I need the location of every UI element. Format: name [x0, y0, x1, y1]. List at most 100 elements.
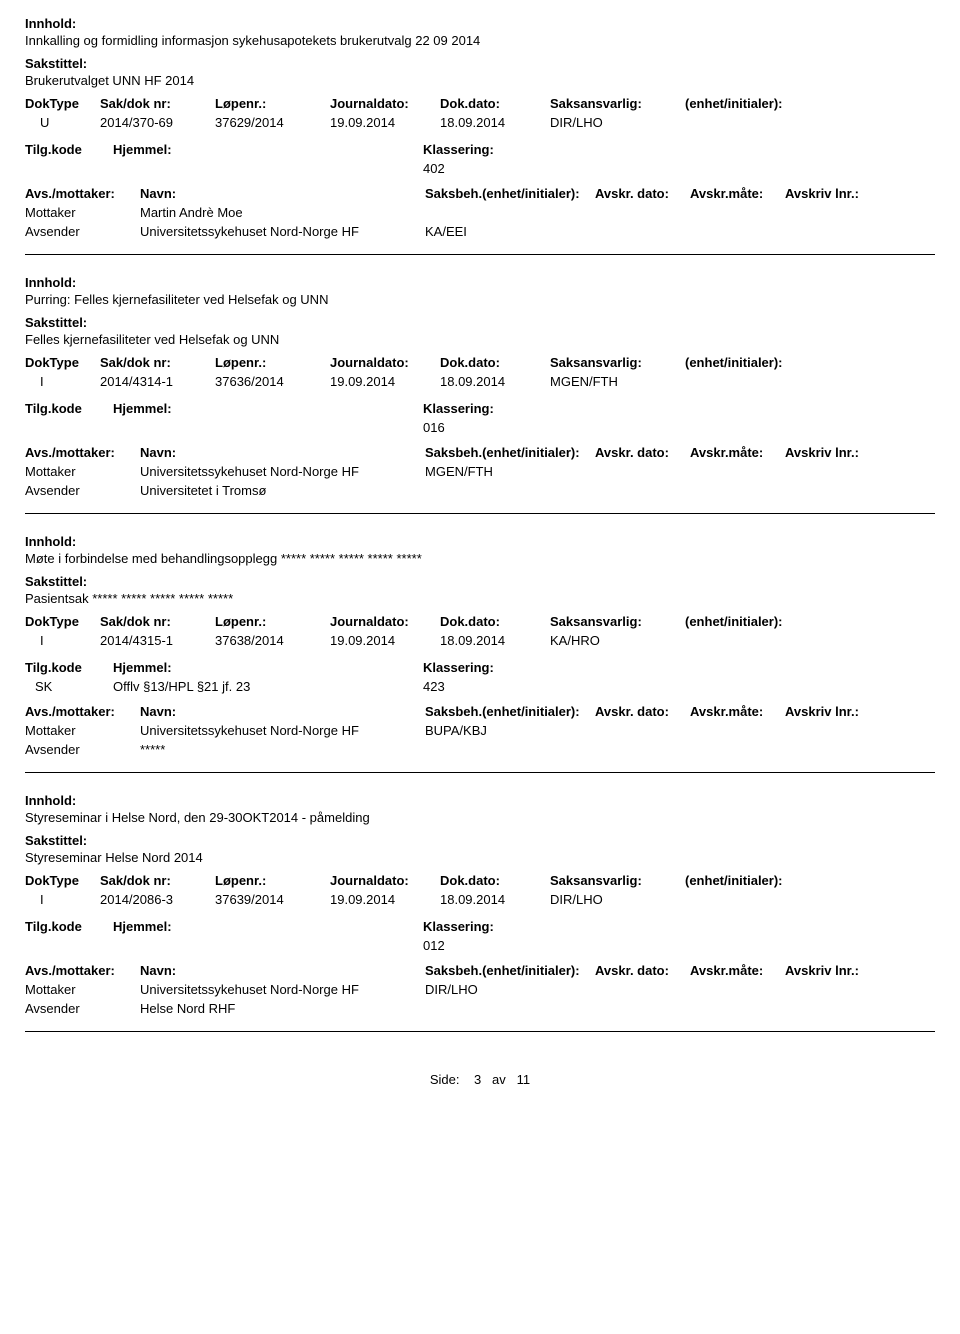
journal-header: Journaldato:: [330, 96, 440, 111]
doktype-header: DokType: [25, 873, 100, 888]
data-row-2: 012: [25, 938, 935, 953]
lopenr-header: Løpenr.:: [215, 873, 330, 888]
lopenr-value: 37636/2014: [215, 374, 330, 389]
header-row-1: DokType Sak/dok nr: Løpenr.: Journaldato…: [25, 873, 935, 888]
dokdato-header: Dok.dato:: [440, 614, 550, 629]
page-footer: Side: 3 av 11: [25, 1072, 935, 1087]
dokdato-value: 18.09.2014: [440, 115, 550, 130]
enhet-header: (enhet/initialer):: [685, 96, 835, 111]
dokdato-value: 18.09.2014: [440, 374, 550, 389]
hjemmel-value: [113, 161, 423, 176]
header-row-2: Tilg.kode Hjemmel: Klassering:: [25, 142, 935, 157]
data-row-1: I 2014/4314-1 37636/2014 19.09.2014 18.0…: [25, 374, 935, 389]
avskrivlnr-header: Avskriv lnr.:: [785, 445, 890, 460]
party-row: Avsender Universitetet i Tromsø: [25, 483, 935, 498]
lopenr-value: 37639/2014: [215, 892, 330, 907]
header-row-3: Avs./mottaker: Navn: Saksbeh.(enhet/init…: [25, 445, 935, 460]
innhold-label: Innhold:: [25, 275, 935, 290]
avskrivlnr-header: Avskriv lnr.:: [785, 186, 890, 201]
sakstittel-text: Brukerutvalget UNN HF 2014: [25, 73, 935, 88]
data-row-1: I 2014/4315-1 37638/2014 19.09.2014 18.0…: [25, 633, 935, 648]
journal-value: 19.09.2014: [330, 374, 440, 389]
avsmottaker-header: Avs./mottaker:: [25, 704, 140, 719]
sakdok-value: 2014/370-69: [100, 115, 215, 130]
hjemmel-header: Hjemmel:: [113, 401, 423, 416]
party-row: Mottaker Martin Andrè Moe: [25, 205, 935, 220]
doktype-value: I: [25, 374, 100, 389]
header-row-3: Avs./mottaker: Navn: Saksbeh.(enhet/init…: [25, 963, 935, 978]
avskrmate-header: Avskr.måte:: [690, 445, 785, 460]
party-role: Mottaker: [25, 464, 140, 479]
sakdok-value: 2014/2086-3: [100, 892, 215, 907]
klassering-header: Klassering:: [423, 660, 623, 675]
dokdato-value: 18.09.2014: [440, 892, 550, 907]
party-role: Mottaker: [25, 723, 140, 738]
party-name: Universitetssykehuset Nord-Norge HF: [140, 723, 425, 738]
tilgkode-header: Tilg.kode: [25, 919, 113, 934]
saksansv-value: MGEN/FTH: [550, 374, 685, 389]
header-row-1: DokType Sak/dok nr: Løpenr.: Journaldato…: [25, 96, 935, 111]
navn-header: Navn:: [140, 186, 425, 201]
dokdato-value: 18.09.2014: [440, 633, 550, 648]
party-row: Mottaker Universitetssykehuset Nord-Norg…: [25, 982, 935, 997]
avskrmate-header: Avskr.måte:: [690, 963, 785, 978]
sakstittel-label: Sakstittel:: [25, 315, 935, 330]
navn-header: Navn:: [140, 445, 425, 460]
hjemmel-header: Hjemmel:: [113, 142, 423, 157]
lopenr-value: 37638/2014: [215, 633, 330, 648]
tilg-value: [25, 938, 113, 953]
data-row-2: SK Offlv §13/HPL §21 jf. 23 423: [25, 679, 935, 694]
data-row-1: U 2014/370-69 37629/2014 19.09.2014 18.0…: [25, 115, 935, 130]
record: Innhold: Innkalling og formidling inform…: [25, 16, 935, 255]
innhold-label: Innhold:: [25, 16, 935, 31]
doktype-value: I: [25, 892, 100, 907]
innhold-text: Møte i forbindelse med behandlingsoppleg…: [25, 551, 935, 566]
party-role: Mottaker: [25, 982, 140, 997]
saksansv-header: Saksansvarlig:: [550, 614, 685, 629]
tilgkode-header: Tilg.kode: [25, 660, 113, 675]
sakdok-header: Sak/dok nr:: [100, 614, 215, 629]
avsmottaker-header: Avs./mottaker:: [25, 186, 140, 201]
party-code: [425, 483, 595, 498]
lopenr-header: Løpenr.:: [215, 614, 330, 629]
saksbeh-header: Saksbeh.(enhet/initialer):: [425, 186, 595, 201]
hjemmel-value: [113, 938, 423, 953]
sakdok-value: 2014/4315-1: [100, 633, 215, 648]
party-row: Avsender *****: [25, 742, 935, 757]
enhet-header: (enhet/initialer):: [685, 355, 835, 370]
party-name: Universitetssykehuset Nord-Norge HF: [140, 982, 425, 997]
innhold-label: Innhold:: [25, 534, 935, 549]
saksbeh-header: Saksbeh.(enhet/initialer):: [425, 704, 595, 719]
party-name: Universitetssykehuset Nord-Norge HF: [140, 224, 425, 239]
header-row-2: Tilg.kode Hjemmel: Klassering:: [25, 919, 935, 934]
dokdato-header: Dok.dato:: [440, 873, 550, 888]
record: Innhold: Styreseminar i Helse Nord, den …: [25, 793, 935, 1032]
journal-header: Journaldato:: [330, 873, 440, 888]
journal-header: Journaldato:: [330, 355, 440, 370]
party-role: Avsender: [25, 224, 140, 239]
innhold-text: Styreseminar i Helse Nord, den 29-30OKT2…: [25, 810, 935, 825]
doktype-value: U: [25, 115, 100, 130]
sakstittel-text: Pasientsak ***** ***** ***** ***** *****: [25, 591, 935, 606]
party-code: BUPA/KBJ: [425, 723, 595, 738]
party-role: Avsender: [25, 483, 140, 498]
dokdato-header: Dok.dato:: [440, 96, 550, 111]
saksbeh-header: Saksbeh.(enhet/initialer):: [425, 445, 595, 460]
party-role: Mottaker: [25, 205, 140, 220]
tilgkode-header: Tilg.kode: [25, 401, 113, 416]
sakstittel-text: Styreseminar Helse Nord 2014: [25, 850, 935, 865]
footer-side-label: Side:: [430, 1072, 460, 1087]
footer-total: 11: [517, 1072, 531, 1087]
hjemmel-value: Offlv §13/HPL §21 jf. 23: [113, 679, 423, 694]
saksansv-header: Saksansvarlig:: [550, 355, 685, 370]
tilg-value: SK: [25, 679, 113, 694]
sakdok-header: Sak/dok nr:: [100, 873, 215, 888]
avskrdato-header: Avskr. dato:: [595, 186, 690, 201]
klassering-header: Klassering:: [423, 401, 623, 416]
journal-header: Journaldato:: [330, 614, 440, 629]
saksansv-value: DIR/LHO: [550, 115, 685, 130]
klass-value: 423: [423, 679, 623, 694]
tilg-value: [25, 420, 113, 435]
klassering-header: Klassering:: [423, 142, 623, 157]
party-code: [425, 1001, 595, 1016]
